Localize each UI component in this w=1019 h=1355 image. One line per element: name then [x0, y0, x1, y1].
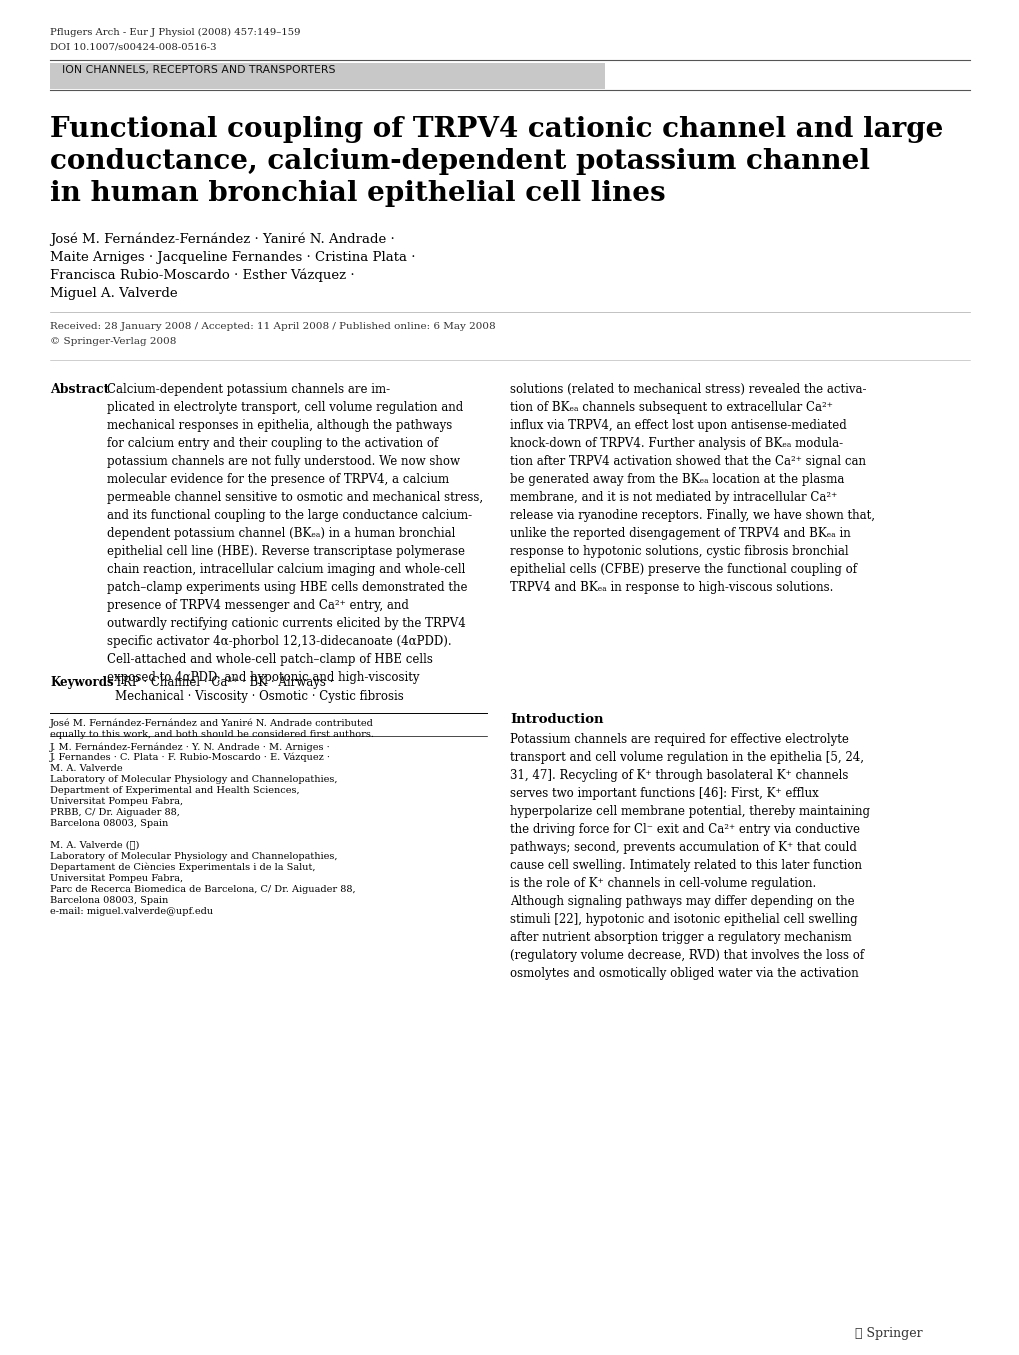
Text: Introduction: Introduction	[510, 713, 603, 726]
Text: ☁ Springer: ☁ Springer	[854, 1327, 922, 1340]
Bar	[50, 62, 604, 89]
Text: Potassium channels are required for effective electrolyte
transport and cell vol: Potassium channels are required for effe…	[510, 733, 869, 980]
Text: conductance, calcium-dependent potassium channel: conductance, calcium-dependent potassium…	[50, 148, 869, 175]
Text: Parc de Recerca Biomedica de Barcelona, C/ Dr. Aiguader 88,: Parc de Recerca Biomedica de Barcelona, …	[50, 885, 356, 894]
Text: Francisca Rubio-Moscardo · Esther Vázquez ·: Francisca Rubio-Moscardo · Esther Vázque…	[50, 270, 355, 282]
Text: Department of Experimental and Health Sciences,: Department of Experimental and Health Sc…	[50, 786, 300, 795]
Text: Maite Arniges · Jacqueline Fernandes · Cristina Plata ·: Maite Arniges · Jacqueline Fernandes · C…	[50, 251, 415, 264]
Text: Received: 28 January 2008 / Accepted: 11 April 2008 / Published online: 6 May 20: Received: 28 January 2008 / Accepted: 11…	[50, 322, 495, 331]
Text: Pflugers Arch - Eur J Physiol (2008) 457:149–159: Pflugers Arch - Eur J Physiol (2008) 457…	[50, 28, 301, 37]
Text: J. M. Fernández-Fernández · Y. N. Andrade · M. Arniges ·: J. M. Fernández-Fernández · Y. N. Andrad…	[50, 743, 330, 752]
Text: Barcelona 08003, Spain: Barcelona 08003, Spain	[50, 896, 168, 905]
Text: Calcium-dependent potassium channels are im-
plicated in electrolyte transport, : Calcium-dependent potassium channels are…	[107, 383, 483, 684]
Text: in human bronchial epithelial cell lines: in human bronchial epithelial cell lines	[50, 180, 665, 207]
Text: J. Fernandes · C. Plata · F. Rubio-Moscardo · E. Vázquez ·: J. Fernandes · C. Plata · F. Rubio-Mosca…	[50, 753, 331, 763]
Text: M. A. Valverde (✉): M. A. Valverde (✉)	[50, 840, 140, 850]
Text: © Springer-Verlag 2008: © Springer-Verlag 2008	[50, 337, 176, 346]
Text: DOI 10.1007/s00424-008-0516-3: DOI 10.1007/s00424-008-0516-3	[50, 43, 216, 51]
Text: Mechanical · Viscosity · Osmotic · Cystic fibrosis: Mechanical · Viscosity · Osmotic · Cysti…	[115, 690, 404, 703]
Text: Miguel A. Valverde: Miguel A. Valverde	[50, 287, 177, 299]
Text: Departament de Ciències Experimentals i de la Salut,: Departament de Ciències Experimentals i …	[50, 863, 315, 873]
Text: Laboratory of Molecular Physiology and Channelopathies,: Laboratory of Molecular Physiology and C…	[50, 775, 337, 785]
Text: TRP · Channel · Ca²⁺ · BK · Airways ·: TRP · Channel · Ca²⁺ · BK · Airways ·	[115, 676, 333, 688]
Text: solutions (related to mechanical stress) revealed the activa-
tion of BKₑₐ chann: solutions (related to mechanical stress)…	[510, 383, 874, 593]
Text: Universitat Pompeu Fabra,: Universitat Pompeu Fabra,	[50, 797, 183, 806]
Text: e-mail: miguel.valverde@upf.edu: e-mail: miguel.valverde@upf.edu	[50, 906, 213, 916]
Text: Abstract: Abstract	[50, 383, 109, 396]
Text: Barcelona 08003, Spain: Barcelona 08003, Spain	[50, 818, 168, 828]
Text: José M. Fernández-Fernández · Yaniré N. Andrade ·: José M. Fernández-Fernández · Yaniré N. …	[50, 233, 394, 247]
Text: Keywords: Keywords	[50, 676, 113, 688]
Text: ION CHANNELS, RECEPTORS AND TRANSPORTERS: ION CHANNELS, RECEPTORS AND TRANSPORTERS	[62, 65, 335, 75]
Text: M. A. Valverde: M. A. Valverde	[50, 764, 122, 772]
Text: PRBB, C/ Dr. Aiguader 88,: PRBB, C/ Dr. Aiguader 88,	[50, 808, 179, 817]
Text: Laboratory of Molecular Physiology and Channelopathies,: Laboratory of Molecular Physiology and C…	[50, 852, 337, 860]
Text: José M. Fernández-Fernández and Yaniré N. Andrade contributed
equally to this wo: José M. Fernández-Fernández and Yaniré N…	[50, 718, 374, 738]
Text: Functional coupling of TRPV4 cationic channel and large: Functional coupling of TRPV4 cationic ch…	[50, 117, 943, 144]
Text: Universitat Pompeu Fabra,: Universitat Pompeu Fabra,	[50, 874, 183, 883]
